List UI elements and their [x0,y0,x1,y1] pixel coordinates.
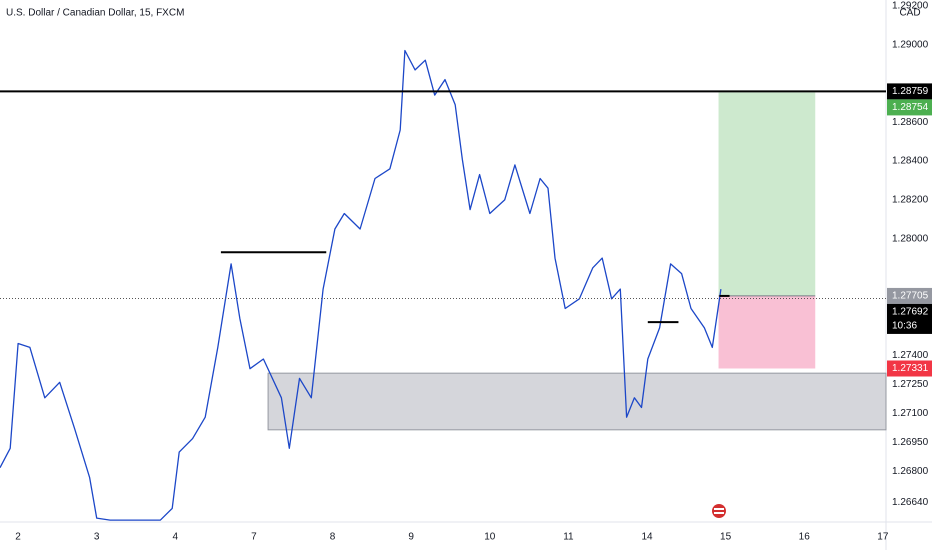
flag-stripe [714,508,724,510]
price-tag [887,360,932,377]
price-tag-label: 1.27331 [892,363,929,374]
price-tag-label: 1.28759 [892,86,929,97]
flag-icon [712,504,726,518]
y-tick-label: 1.26800 [892,466,929,477]
y-tick-label: 1.29000 [892,39,929,50]
x-tick-label: 9 [408,532,414,543]
x-tick-label: 17 [877,532,889,543]
take-profit-box [718,92,816,296]
flag-stripe [714,512,724,514]
price-tag [887,303,932,334]
x-tick-label: 3 [94,532,100,543]
y-tick-label: 1.27400 [892,350,929,361]
x-tick-label: 14 [641,532,653,543]
countdown-label: 10:36 [892,321,917,332]
y-tick-label: 1.27100 [892,408,929,419]
x-tick-label: 11 [563,532,574,543]
currency-label: CAD [899,8,920,19]
price-line [0,49,722,521]
y-tick-label: 1.28600 [892,117,929,128]
x-tick-label: 16 [799,532,811,543]
plot-area [0,49,887,521]
chart-title: U.S. Dollar / Canadian Dollar, 15, FXCM [6,8,184,19]
y-tick-label: 1.28000 [892,233,929,244]
x-tick-label: 10 [484,532,496,543]
x-tick-label: 4 [173,532,179,543]
y-tick-label: 1.29200 [892,0,929,11]
price-tag-label: 1.27692 [892,307,929,318]
flag-circle [712,504,726,518]
price-tag-label: 1.28754 [892,102,929,113]
x-tick-label: 2 [15,532,21,543]
stop-loss-box [718,295,816,369]
price-tag-label: 1.27705 [892,291,929,302]
support-zone [267,372,887,431]
x-tick-label: 8 [330,532,336,543]
x-tick-label: 7 [251,532,257,543]
y-tick-label: 1.26640 [892,497,929,508]
price-tag [887,83,932,100]
y-tick-label: 1.26950 [892,437,929,448]
y-tick-label: 1.27250 [892,379,929,390]
price-tag [887,287,932,304]
x-tick-label: 15 [720,532,732,543]
y-tick-label: 1.28400 [892,156,929,167]
y-tick-label: 1.28200 [892,195,929,206]
price-tag [887,99,932,116]
